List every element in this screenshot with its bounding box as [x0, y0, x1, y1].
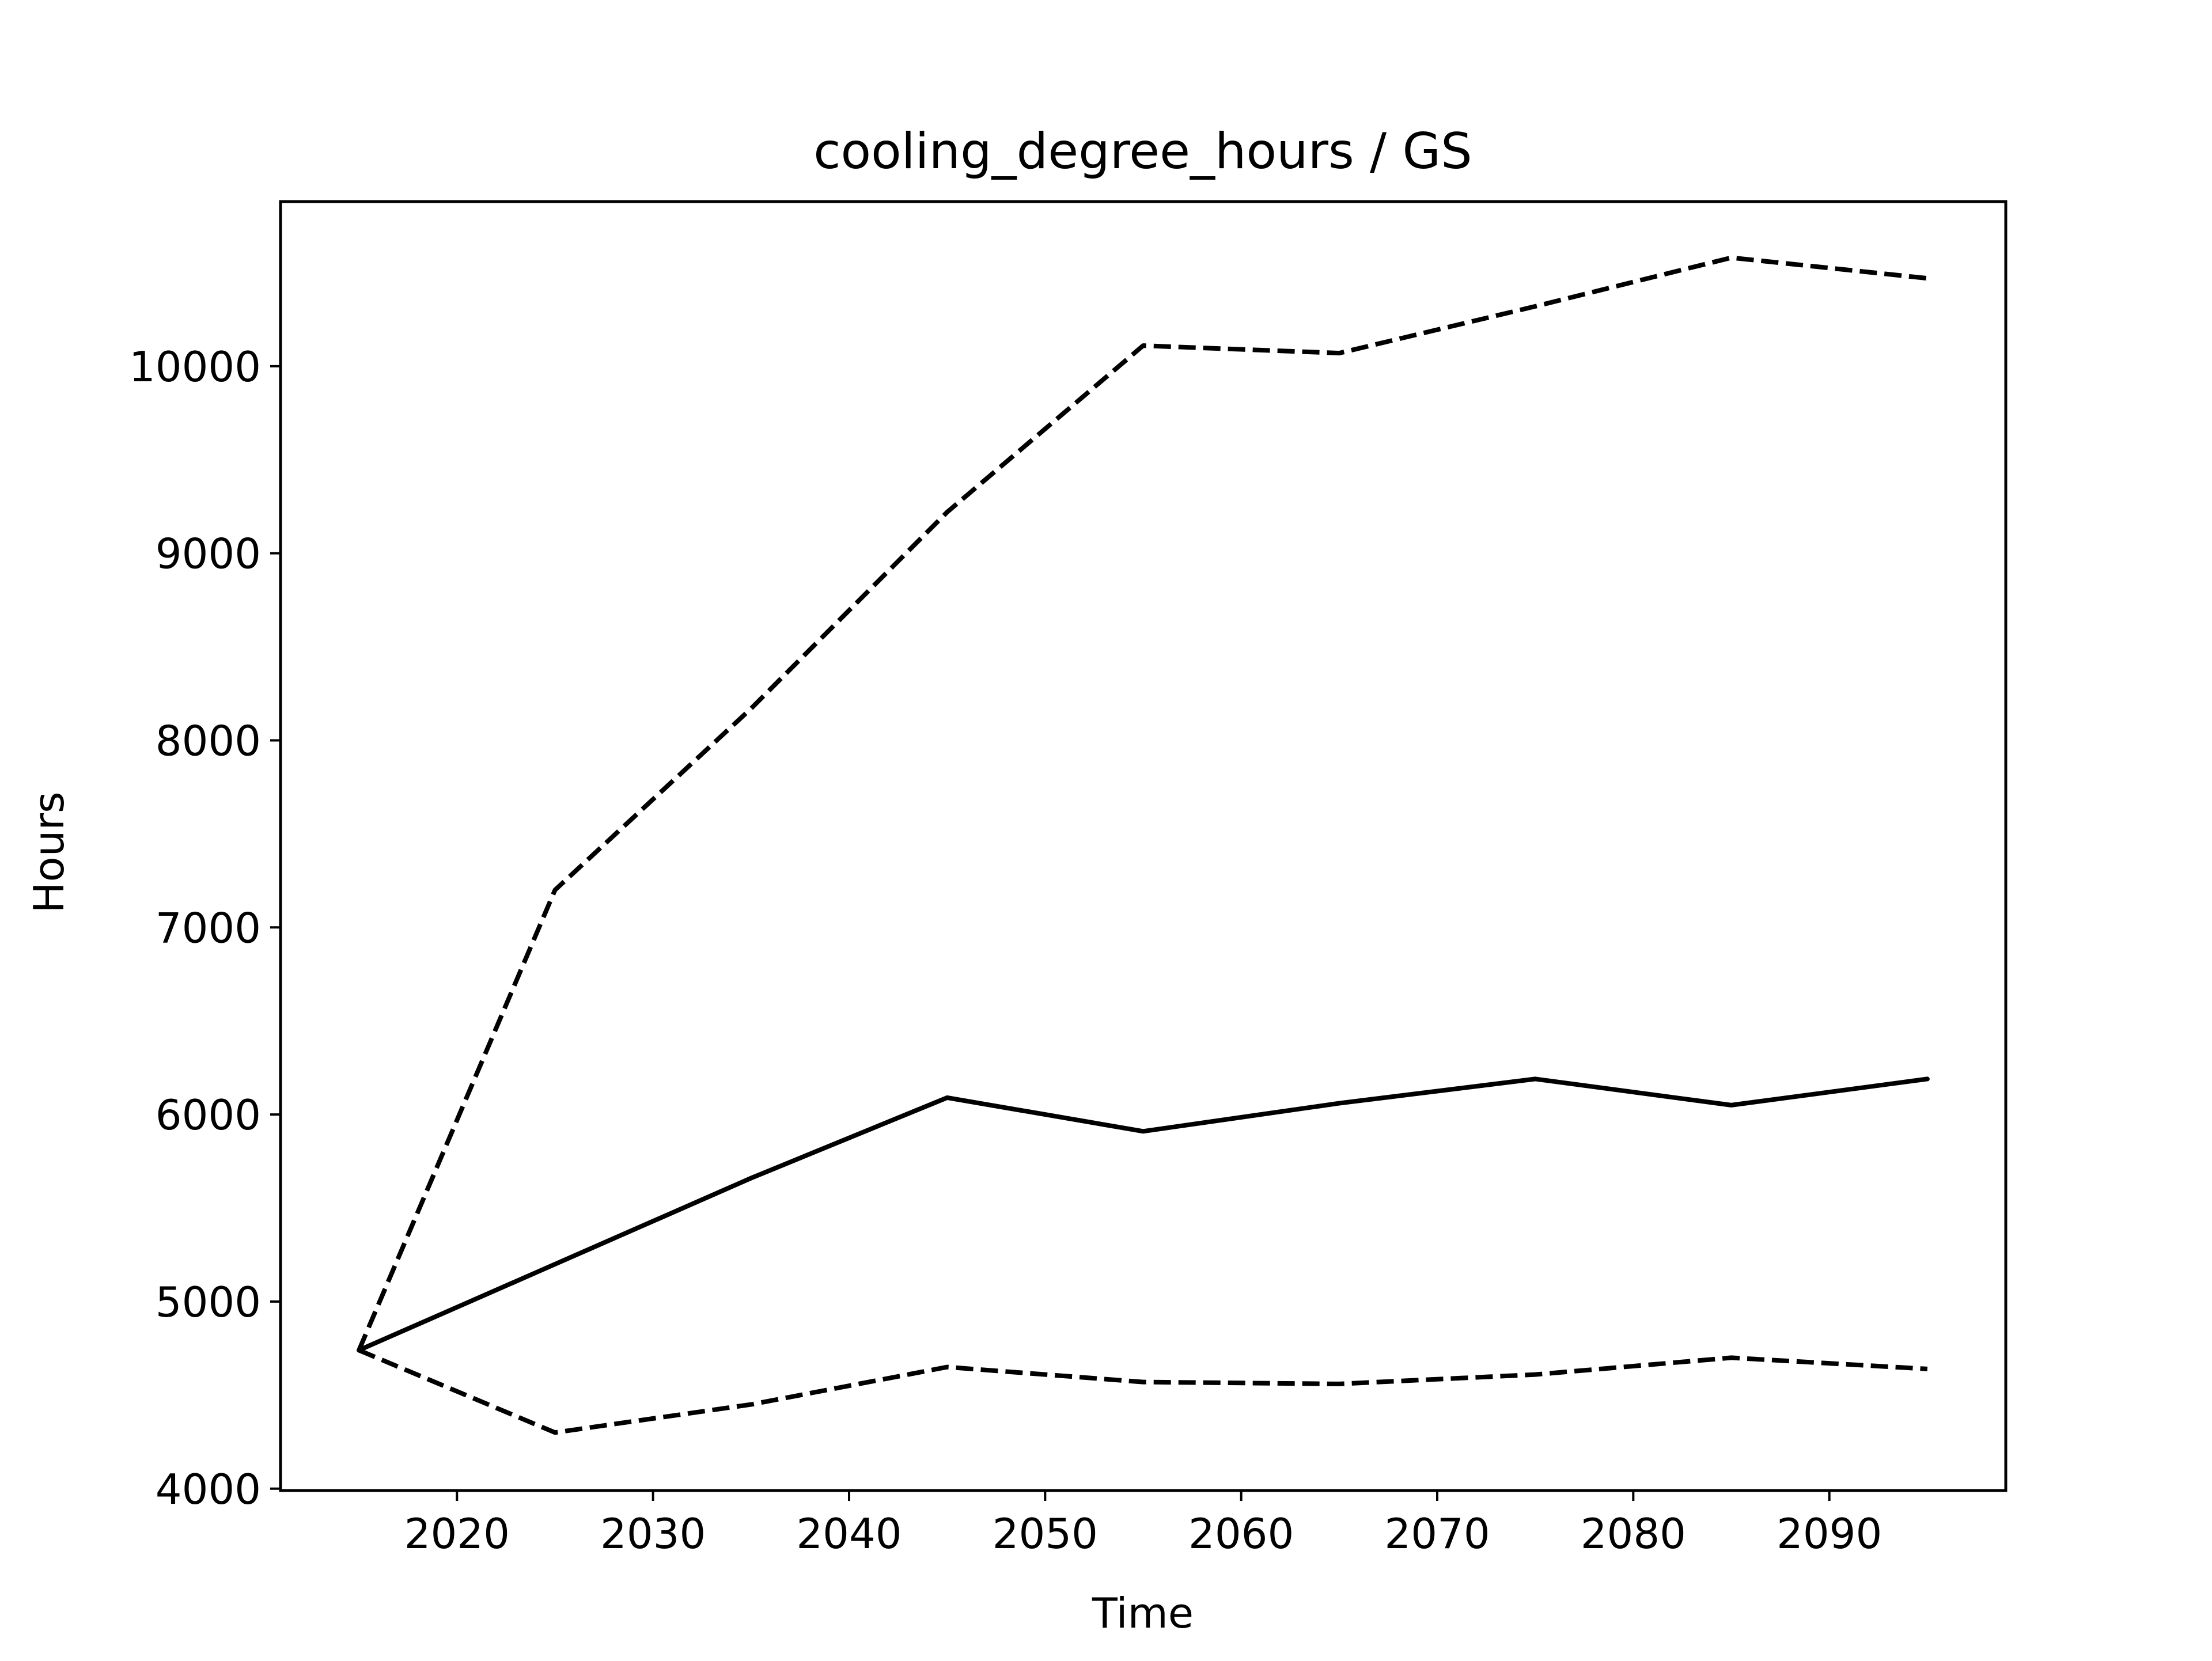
y-tick-label: 8000 — [156, 716, 261, 765]
x-tick-label: 2070 — [1384, 1510, 1490, 1558]
y-tick-label: 10000 — [129, 343, 261, 391]
y-tick-label: 5000 — [156, 1278, 261, 1326]
plot-area-frame — [279, 200, 2008, 1492]
x-tick-label: 2060 — [1188, 1510, 1294, 1558]
x-tick-label: 2040 — [796, 1510, 902, 1558]
y-axis-label: Hours — [25, 792, 73, 913]
x-tick-label: 2020 — [404, 1510, 510, 1558]
x-tick-label: 2050 — [993, 1510, 1098, 1558]
y-tick-label: 9000 — [156, 530, 261, 578]
series-line-1 — [357, 1076, 1930, 1353]
x-axis-label: Time — [1092, 1589, 1194, 1637]
series-line-3 — [358, 1348, 1928, 1435]
x-tick-label: 2080 — [1581, 1510, 1686, 1558]
x-tick-label: 2030 — [600, 1510, 706, 1558]
y-tick-label: 4000 — [156, 1465, 261, 1514]
y-tick-label: 6000 — [156, 1091, 261, 1139]
tick-layer: 2020 2030 2040 2050 2060 2070 2080 2090 4000 5000… — [129, 343, 1882, 1558]
x-tick-label: 2090 — [1777, 1510, 1882, 1558]
chart-title: cooling_degree_hours / GS — [813, 123, 1472, 180]
series-line-2 — [357, 255, 1928, 1351]
series-layer — [357, 255, 1930, 1435]
y-tick-label: 7000 — [156, 904, 261, 952]
